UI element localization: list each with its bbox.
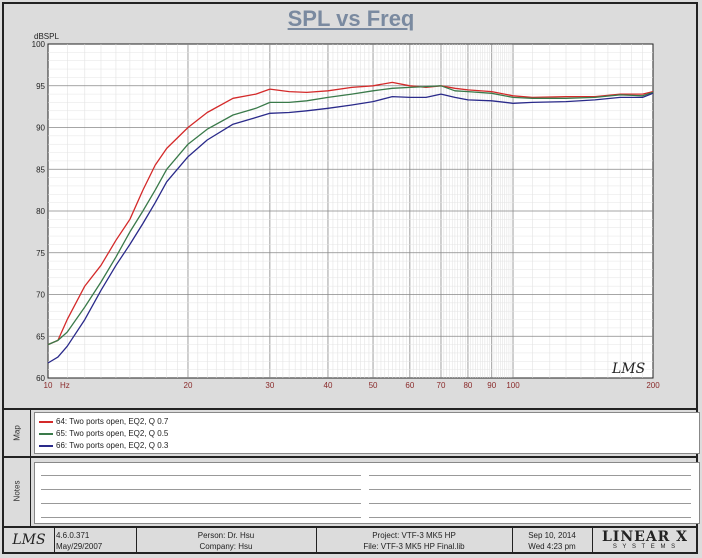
legend-swatch [39,444,53,447]
x-tick-label: 40 [324,381,333,390]
brand-subtitle: S Y S T E M S [612,544,678,550]
version-number: 4.6.0.371 [56,531,90,540]
series-line [47,81,654,346]
x-unit-label: Hz [60,381,70,390]
legend-label: 66: Two ports open, EQ2, Q 0.3 [56,441,169,450]
notes-panel: Notes [4,456,700,528]
version-date: May/29/2007 [56,542,103,551]
chart-title: SPL vs Freq [287,6,415,31]
y-tick-label: 65 [36,332,45,341]
y-tick-label: 80 [36,207,45,216]
project-name: Project: VTF-3 MK5 HP [372,531,456,540]
footer-logo-cell: LMS [4,528,55,554]
x-tick-label: 10 [44,381,53,390]
x-tick-label: 60 [405,381,414,390]
x-tick-label: 30 [265,381,274,390]
map-panel: Map 64: Two ports open, EQ2, Q 0.7 65: T… [4,408,700,458]
x-tick-label: 90 [487,381,496,390]
y-tick-label: 70 [36,291,45,300]
legend-label: 64: Two ports open, EQ2, Q 0.7 [56,417,169,426]
legend-swatch [39,420,53,423]
footer: LMS 4.6.0.371 May/29/2007 Person: Dr. Hs… [4,528,698,554]
legend-item[interactable]: 65: Two ports open, EQ2, Q 0.5 [39,429,168,438]
x-tick-label: 20 [184,381,193,390]
y-tick-label: 95 [36,82,45,91]
y-axis-label: dBSPL [34,32,59,41]
footer-project-cell: Project: VTF-3 MK5 HP File: VTF-3 MK5 HP… [316,528,513,554]
grid-lines [48,44,653,378]
legend-swatch [39,432,53,435]
series-lines [47,81,654,364]
time-text: Wed 4:23 pm [528,542,576,551]
series-line [47,85,654,346]
footer-brand-cell: LINEAR X S Y S T E M S [592,528,698,554]
y-tick-label: 60 [36,374,45,383]
y-tick-label: 75 [36,249,45,258]
x-tick-label: 100 [506,381,520,390]
lms-logo: LMS [12,532,46,548]
date-text: Sep 10, 2014 [528,531,576,540]
x-tick-label: 70 [437,381,446,390]
series-line [47,92,654,364]
legend-item[interactable]: 64: Two ports open, EQ2, Q 0.7 [39,417,168,426]
map-tab-label: Map [12,425,22,441]
x-tick-label: 50 [369,381,378,390]
y-tick-label: 85 [36,165,45,174]
x-tick-labels: 10 20 30 40 50 60 70 80 90 100 200 Hz [44,381,661,390]
x-tick-label: 80 [463,381,472,390]
notes-tab-label: Notes [12,480,22,502]
legend-label: 65: Two ports open, EQ2, Q 0.5 [56,429,169,438]
footer-version-cell: 4.6.0.371 May/29/2007 [54,528,137,554]
y-tick-label: 100 [32,40,46,49]
company-name: Company: Hsu [199,542,253,551]
lms-watermark: LMS [611,361,645,377]
brand-logo: LINEAR X [601,529,689,545]
footer-person-cell: Person: Dr. Hsu Company: Hsu [136,528,317,554]
x-tick-label: 200 [646,381,660,390]
map-tab[interactable]: Map [4,410,31,456]
y-tick-label: 90 [36,124,45,133]
legend-box: 64: Two ports open, EQ2, Q 0.7 65: Two p… [34,412,700,454]
footer-date-cell: Sep 10, 2014 Wed 4:23 pm [512,528,593,554]
legend-item[interactable]: 66: Two ports open, EQ2, Q 0.3 [39,441,168,450]
y-tick-labels: 60 65 70 75 80 85 90 95 100 [32,40,46,383]
file-name: File: VTF-3 MK5 HP Final.lib [363,542,465,551]
person-name: Person: Dr. Hsu [197,531,255,540]
notes-tab[interactable]: Notes [4,456,31,526]
notes-box[interactable] [34,462,700,524]
